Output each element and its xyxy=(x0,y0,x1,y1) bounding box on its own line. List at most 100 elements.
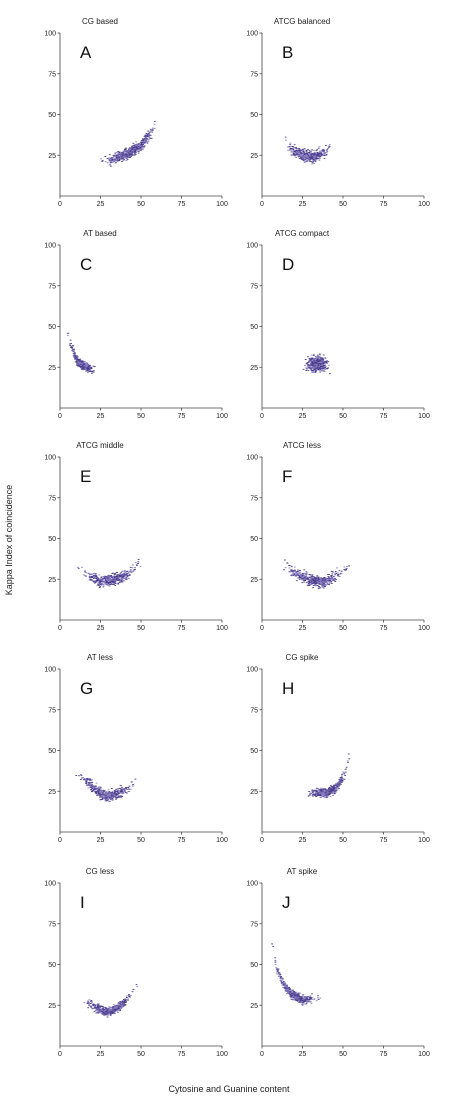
data-point xyxy=(309,997,312,999)
data-point xyxy=(92,576,94,578)
data-point xyxy=(330,582,332,584)
data-point xyxy=(112,154,115,156)
y-tick-label: 75 xyxy=(250,707,258,714)
data-point xyxy=(129,148,132,150)
data-point xyxy=(99,786,102,788)
data-point xyxy=(99,580,102,582)
data-point xyxy=(311,157,314,159)
data-point xyxy=(305,156,308,158)
data-point xyxy=(302,160,305,162)
data-point xyxy=(117,1011,119,1013)
data-point xyxy=(306,368,308,370)
data-point xyxy=(328,373,331,375)
data-point xyxy=(281,982,284,984)
data-point xyxy=(304,1000,306,1002)
data-point xyxy=(293,995,296,997)
data-point xyxy=(76,362,79,364)
data-point xyxy=(306,577,309,579)
data-point xyxy=(137,152,140,154)
data-point xyxy=(85,780,88,782)
data-point xyxy=(99,799,102,800)
data-point xyxy=(295,575,298,577)
data-point xyxy=(125,995,128,997)
data-point xyxy=(127,788,130,790)
data-point xyxy=(111,798,114,800)
data-point xyxy=(313,156,316,158)
data-point xyxy=(117,791,120,793)
data-point xyxy=(325,154,328,156)
data-point xyxy=(308,364,311,366)
data-point xyxy=(76,566,79,568)
data-point xyxy=(129,566,132,568)
data-point xyxy=(289,990,292,992)
data-point xyxy=(307,160,310,162)
data-point xyxy=(107,575,110,577)
data-point xyxy=(120,157,123,159)
data-point xyxy=(133,152,136,154)
data-point xyxy=(86,370,89,371)
data-point xyxy=(338,779,341,781)
data-point xyxy=(129,994,132,996)
data-point xyxy=(118,153,121,155)
data-point xyxy=(286,146,289,148)
data-point xyxy=(135,144,138,146)
y-tick-label: 25 xyxy=(250,789,258,796)
data-point xyxy=(115,1010,118,1012)
data-point xyxy=(324,788,327,790)
data-point xyxy=(302,151,305,153)
data-point xyxy=(76,356,79,358)
data-point xyxy=(96,1009,99,1011)
data-point xyxy=(312,371,314,373)
data-point xyxy=(307,370,310,372)
data-point xyxy=(111,792,114,794)
data-point xyxy=(334,571,337,573)
data-point xyxy=(338,788,340,790)
data-point xyxy=(105,583,108,585)
data-point xyxy=(86,785,89,787)
data-point xyxy=(135,141,138,143)
data-point xyxy=(302,153,304,155)
data-point xyxy=(303,1001,306,1002)
data-point xyxy=(314,362,317,364)
data-point xyxy=(127,155,130,157)
data-point xyxy=(137,150,140,152)
data-point xyxy=(317,154,320,156)
data-point xyxy=(135,147,137,149)
data-point xyxy=(93,574,95,576)
data-point xyxy=(316,149,319,151)
data-point xyxy=(289,992,292,994)
data-point xyxy=(282,982,285,984)
data-point xyxy=(338,573,341,575)
data-point xyxy=(288,993,291,995)
data-point xyxy=(125,788,127,790)
data-point xyxy=(111,583,114,585)
data-point xyxy=(282,987,285,989)
data-point xyxy=(316,357,319,359)
data-point xyxy=(302,368,305,370)
data-point xyxy=(125,575,128,577)
data-point xyxy=(307,367,310,369)
data-point xyxy=(127,150,129,152)
data-point xyxy=(117,793,120,795)
data-point xyxy=(120,574,123,576)
data-point xyxy=(303,152,306,154)
data-point xyxy=(303,569,306,571)
data-point xyxy=(127,152,130,154)
data-point xyxy=(105,791,108,793)
data-point xyxy=(317,995,319,997)
data-point xyxy=(122,1006,125,1008)
data-point xyxy=(315,790,317,792)
data-point xyxy=(336,789,339,791)
data-point xyxy=(321,584,324,586)
data-point xyxy=(87,787,90,789)
x-tick-label: 75 xyxy=(380,625,388,632)
data-point xyxy=(98,584,100,586)
x-tick-label: 50 xyxy=(339,837,347,844)
data-point xyxy=(70,343,73,344)
data-point xyxy=(321,790,324,792)
data-point xyxy=(122,151,125,153)
data-point xyxy=(303,999,306,1001)
data-point xyxy=(141,148,144,150)
data-point xyxy=(116,794,119,795)
